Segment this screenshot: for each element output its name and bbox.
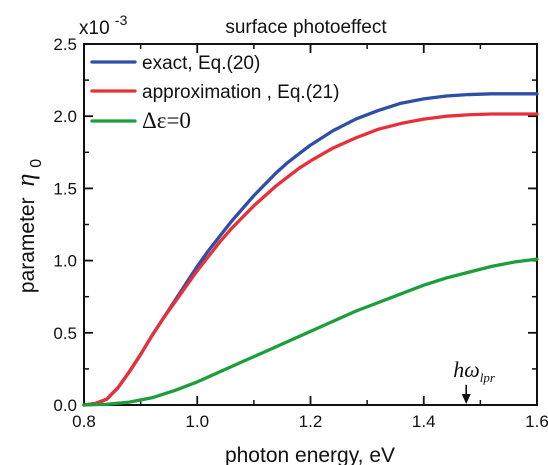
y-tick-label: 2.5	[53, 35, 77, 54]
y-tick-label: 0.0	[53, 396, 77, 415]
chart-title: surface photoeffect	[225, 17, 387, 38]
x-axis-label: photon energy, eV	[225, 444, 395, 465]
y-axis-label-group: parameter η 0	[11, 159, 45, 293]
y-axis-multiplier: x10 -3	[79, 12, 128, 39]
y-axis-subscript: 0	[28, 159, 45, 168]
lpr-annotation: hωlpr	[453, 357, 496, 404]
legend-label: approximation , Eq.(21)	[142, 82, 340, 103]
svg-text:parameter η 0: parameter η 0	[11, 159, 45, 293]
legend-label: Δε=0	[142, 108, 191, 133]
legend-item-delta-epsilon-zero: Δε=0	[90, 108, 191, 133]
x-tick-label: 0.8	[72, 412, 96, 431]
x-tick-label: 1.2	[299, 412, 323, 431]
legend-item-approximation: approximation , Eq.(21)	[90, 82, 340, 103]
legend-label: exact, Eq.(20)	[142, 53, 260, 74]
x-tick-label: 1.6	[525, 412, 548, 431]
legend: exact, Eq.(20) approximation , Eq.(21) Δε=…	[90, 53, 340, 133]
y-tick-label: 1.5	[53, 179, 77, 198]
y-tick-label: 2.0	[53, 107, 77, 126]
annotation-layer: hωlpr	[453, 357, 496, 404]
series-line-approximation	[82, 112, 539, 407]
y-axis-multiplier-base: x10	[79, 18, 110, 39]
y-axis-multiplier-exponent: -3	[115, 12, 128, 28]
x-tick-label: 1.4	[412, 412, 436, 431]
y-axis-label: parameter	[16, 197, 39, 293]
y-axis-symbol: η	[11, 174, 40, 187]
x-tick-label: 1.0	[185, 412, 209, 431]
lpr-label: hωlpr	[453, 357, 496, 385]
legend-item-exact: exact, Eq.(20)	[90, 53, 260, 74]
series-layer	[82, 92, 539, 407]
lpr-arrow-icon	[461, 394, 471, 404]
y-tick-label: 1.0	[53, 252, 77, 271]
y-tick-label: 0.5	[53, 324, 77, 343]
series-line-delta-epsilon-zero	[82, 257, 539, 407]
